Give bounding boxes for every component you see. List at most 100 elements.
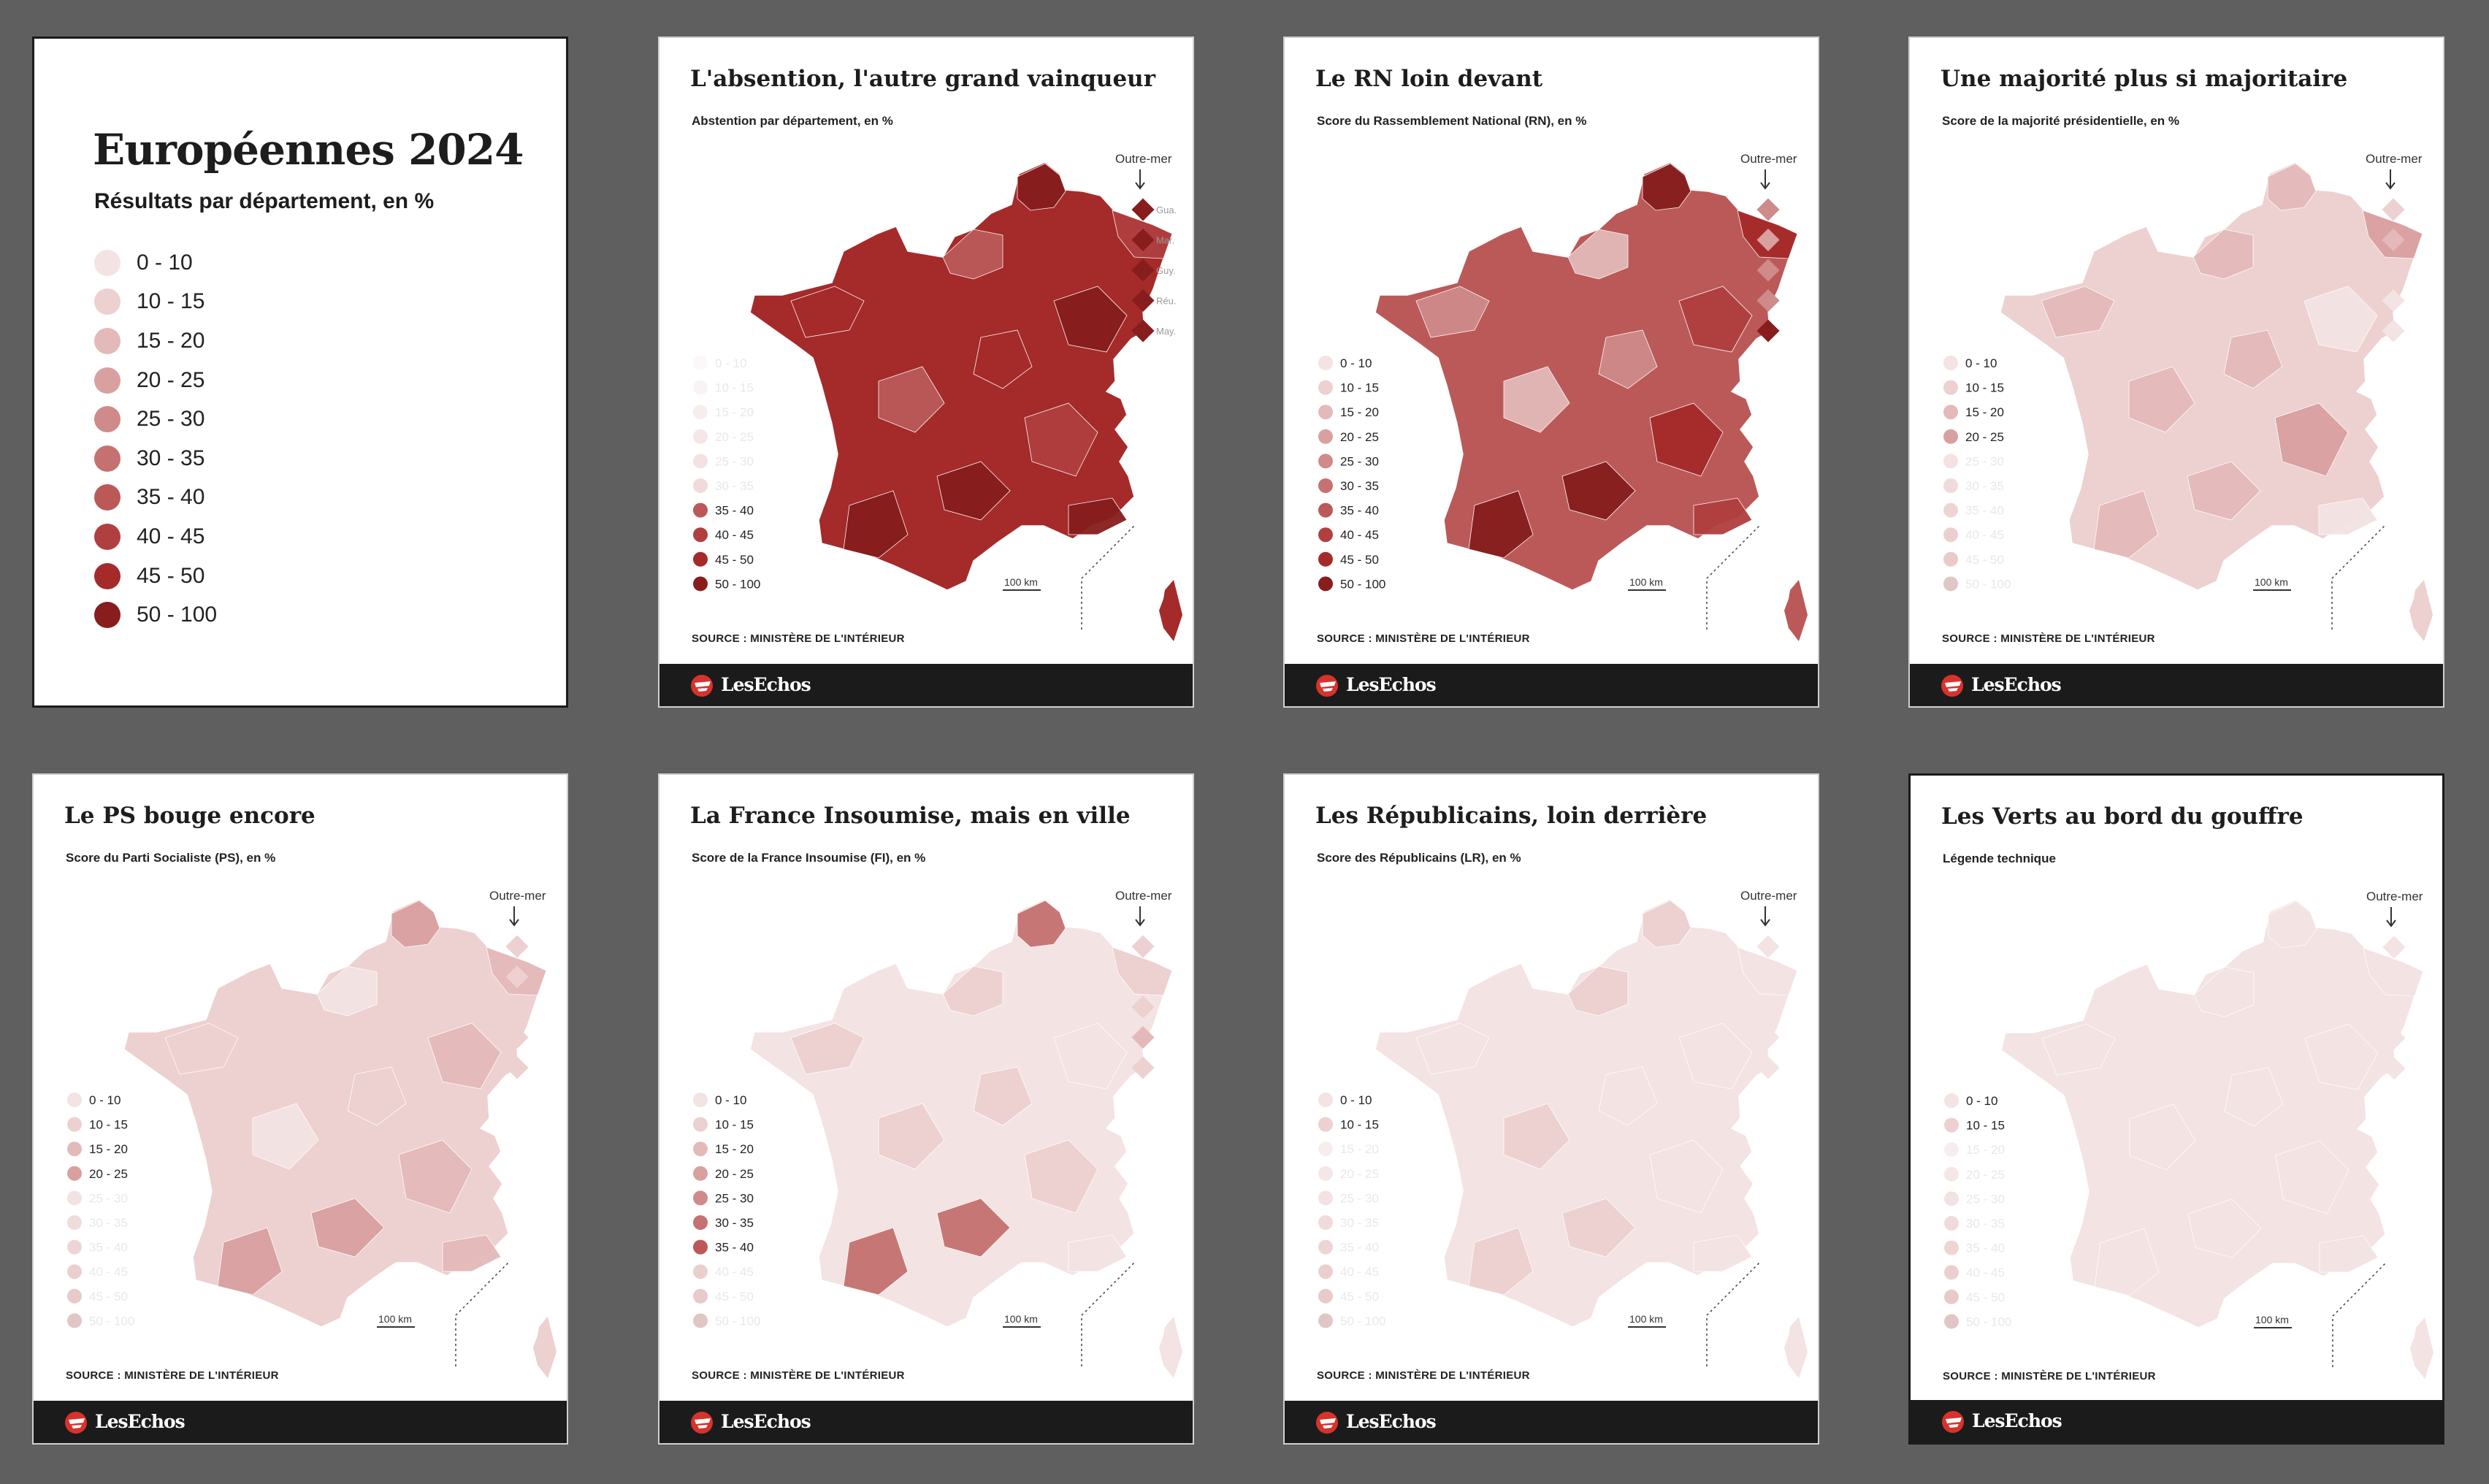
france-metropolitan bbox=[2000, 161, 2423, 591]
department-group bbox=[1053, 1022, 1128, 1090]
legend-swatch bbox=[693, 405, 708, 420]
legend-label: 25 - 30 bbox=[137, 407, 205, 432]
card-title: Le PS bouge encore bbox=[64, 803, 316, 829]
legend-label: 40 - 45 bbox=[137, 524, 205, 548]
corsica-inset-line bbox=[2332, 1261, 2387, 1367]
department-group bbox=[2094, 1228, 2160, 1296]
legend-label: 30 - 35 bbox=[715, 1216, 754, 1230]
legend-label: 0 - 10 bbox=[1965, 356, 1997, 370]
legend-label: 40 - 45 bbox=[715, 528, 754, 542]
footer-bar: LesEchos bbox=[1911, 1400, 2442, 1442]
overseas-diamond bbox=[1131, 228, 1155, 252]
department-group bbox=[1598, 329, 1658, 389]
legend-label: 15 - 20 bbox=[137, 328, 205, 353]
legend-swatch bbox=[94, 406, 121, 433]
color-legend: 0 - 10 10 - 15 15 - 20 20 - 25 25 - 30 30 - 3… bbox=[94, 243, 217, 635]
department-group bbox=[1567, 965, 1629, 1017]
legend-swatch bbox=[1944, 1289, 1959, 1304]
department-group bbox=[1649, 402, 1724, 477]
legend-label: 30 - 35 bbox=[1340, 1216, 1379, 1230]
legend-label: 30 - 35 bbox=[89, 1216, 128, 1230]
source-note: SOURCE : MINISTÈRE DE L'INTÉRIEUR bbox=[692, 1369, 905, 1382]
card-subtitle: Légende technique bbox=[1943, 852, 2056, 865]
overseas-diamond bbox=[2382, 965, 2406, 990]
overseas-label: Outre-mer bbox=[1115, 889, 1172, 903]
legend-swatch bbox=[67, 1093, 82, 1107]
choropleth-map: 100 km 0 - 10 10 - 15 15 - 20 20 - 25 25 - 30… bbox=[1943, 161, 2433, 641]
legend-label: 10 - 15 bbox=[89, 1118, 128, 1132]
overseas-diamond bbox=[1131, 319, 1155, 343]
department-group bbox=[1017, 163, 1066, 211]
department-group bbox=[2223, 329, 2283, 389]
legend-swatch bbox=[1318, 454, 1333, 469]
legend-label: 0 - 10 bbox=[1340, 1093, 1372, 1107]
legend-swatch bbox=[94, 562, 121, 589]
legend-label: 10 - 15 bbox=[715, 381, 754, 395]
department-group bbox=[2041, 286, 2115, 338]
overseas-diamond bbox=[1756, 198, 1780, 221]
overseas-diamond bbox=[2382, 259, 2405, 282]
legend-label: 30 - 35 bbox=[1965, 479, 2004, 493]
overseas-diamond bbox=[2382, 1057, 2406, 1080]
france-metropolitan bbox=[749, 161, 1173, 591]
legend-label: 10 - 15 bbox=[715, 1118, 754, 1132]
corsica-inset-line bbox=[1081, 1261, 1136, 1366]
department-group bbox=[1068, 1234, 1128, 1272]
department-group bbox=[1567, 229, 1629, 280]
overseas-label: Outre-mer bbox=[2366, 152, 2423, 166]
legend-label: 30 - 35 bbox=[137, 445, 205, 470]
department-group bbox=[1561, 1198, 1636, 1258]
legend-label: 40 - 45 bbox=[89, 1265, 128, 1279]
legend-label: 0 - 10 bbox=[137, 250, 193, 275]
overseas-diamond bbox=[2382, 996, 2406, 1020]
department-group bbox=[1053, 286, 1128, 353]
main-title: Européennes 2024 bbox=[93, 125, 524, 175]
legend-swatch bbox=[1943, 551, 1958, 567]
legend-label: 50 - 100 bbox=[89, 1314, 134, 1328]
map-card: Les Républicains, loin derrière Score des… bbox=[1283, 773, 1819, 1445]
corsica-inset-line bbox=[455, 1261, 511, 1366]
legend-swatch bbox=[1944, 1166, 1959, 1182]
legend-swatch bbox=[693, 1313, 708, 1328]
legend-swatch bbox=[693, 502, 708, 518]
department-group bbox=[2187, 461, 2261, 521]
legend-label: 20 - 25 bbox=[715, 1167, 754, 1181]
legend-swatch bbox=[1318, 429, 1333, 444]
legend-swatch bbox=[94, 327, 121, 354]
card-subtitle: Score du Rassemblement National (RN), en… bbox=[1317, 114, 1587, 128]
legend-label: 0 - 10 bbox=[1966, 1094, 1997, 1108]
legend-swatch bbox=[1944, 1216, 1959, 1231]
legend-swatch bbox=[1318, 576, 1333, 592]
legend-swatch bbox=[1318, 1288, 1333, 1304]
overseas-label: Outre-mer bbox=[1115, 152, 1172, 166]
france-metropolitan bbox=[123, 898, 547, 1328]
legend-swatch bbox=[693, 551, 708, 567]
les-echos-logo-icon bbox=[1316, 675, 1338, 697]
department-group bbox=[1024, 402, 1098, 477]
corsica bbox=[1159, 580, 1182, 641]
legend-label: 0 - 10 bbox=[715, 356, 746, 370]
legend-label: 25 - 30 bbox=[1340, 454, 1379, 468]
legend-label: 0 - 10 bbox=[715, 1093, 746, 1107]
legend-label: 45 - 50 bbox=[137, 563, 205, 588]
legend-label: 10 - 15 bbox=[1966, 1119, 2005, 1133]
overseas-label: Outre-mer bbox=[489, 889, 546, 903]
department-group bbox=[2129, 1104, 2196, 1171]
legend-label: 15 - 20 bbox=[715, 1142, 754, 1156]
legend-label: 10 - 15 bbox=[137, 289, 205, 314]
legend-label: 15 - 20 bbox=[1340, 405, 1379, 419]
legend-swatch bbox=[1943, 576, 1958, 592]
legend-swatch bbox=[693, 576, 708, 592]
legend-swatch bbox=[1318, 527, 1333, 543]
department-group bbox=[2275, 1140, 2350, 1215]
department-group bbox=[936, 1198, 1011, 1258]
legend-swatch bbox=[1318, 405, 1333, 420]
les-echos-logo-icon bbox=[1941, 675, 1963, 697]
legend-label: 45 - 50 bbox=[1340, 553, 1379, 567]
legend-swatch bbox=[693, 1215, 708, 1230]
legend-label: 40 - 45 bbox=[1965, 528, 2004, 542]
legend-swatch bbox=[1943, 454, 1958, 469]
legend-label: 35 - 40 bbox=[1340, 504, 1379, 518]
legend-swatch bbox=[1318, 478, 1333, 493]
legend-swatch bbox=[67, 1215, 82, 1230]
